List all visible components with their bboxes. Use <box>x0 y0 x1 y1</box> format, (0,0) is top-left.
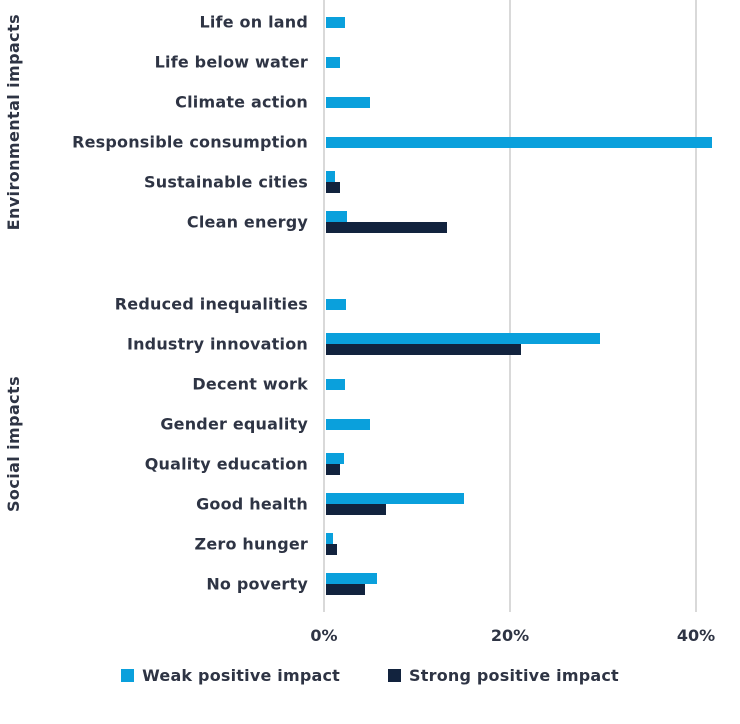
category-label: Quality education <box>144 454 308 474</box>
category-label: Gender equality <box>160 414 308 434</box>
bar-weak-positive <box>326 16 345 28</box>
chart-row-good-health: Good health <box>0 484 740 524</box>
bar-weak-positive <box>326 573 378 584</box>
bar-weak-positive <box>326 453 344 464</box>
x-axis-tick-label: 20% <box>490 626 530 645</box>
bar-weak-positive <box>326 171 336 182</box>
bar-strong-positive <box>326 504 387 515</box>
chart-row-industry-innovation: Industry innovation <box>0 324 740 364</box>
bar-strong-positive <box>326 344 522 355</box>
category-label: Reduced inequalities <box>114 294 308 314</box>
x-axis: 0% 20% 40% <box>0 626 740 652</box>
category-label: Responsible consumption <box>72 132 308 152</box>
gridline-40pct <box>695 0 697 612</box>
x-axis-tick-label: 40% <box>676 626 716 645</box>
chart-row-life-below-water: Life below water <box>0 42 740 82</box>
bar-strong-positive <box>326 464 340 475</box>
category-label: Good health <box>196 494 308 514</box>
chart-row-clean-energy: Clean energy <box>0 202 740 242</box>
legend-item-strong: Strong positive impact <box>388 666 619 685</box>
chart-row-zero-hunger: Zero hunger <box>0 524 740 564</box>
legend-label: Weak positive impact <box>142 666 341 685</box>
legend-label: Strong positive impact <box>409 666 619 685</box>
chart-row-reduced-inequalities: Reduced inequalities <box>0 284 740 324</box>
legend-swatch-weak <box>121 669 135 682</box>
group-environmental-impacts: Environmental impacts Life on land Life be… <box>0 2 740 242</box>
chart-row-climate-action: Climate action <box>0 82 740 122</box>
chart-row-no-poverty: No poverty <box>0 564 740 604</box>
legend: Weak positive impact Strong positive impa… <box>0 666 740 685</box>
category-label: Life below water <box>154 52 308 72</box>
gridline-20pct <box>509 0 511 612</box>
bar-strong-positive <box>326 544 338 555</box>
bar-weak-positive <box>326 211 348 222</box>
bar-weak-positive <box>326 56 340 68</box>
chart-row-gender-equality: Gender equality <box>0 404 740 444</box>
bar-weak-positive <box>326 96 370 108</box>
chart-row-decent-work: Decent work <box>0 364 740 404</box>
legend-swatch-strong <box>388 669 402 682</box>
bar-weak-positive <box>326 136 712 148</box>
chart-row-quality-education: Quality education <box>0 444 740 484</box>
x-axis-tick-label: 0% <box>310 626 338 645</box>
category-label: Decent work <box>192 374 308 394</box>
bar-weak-positive <box>326 533 333 544</box>
chart-row-responsible-consumption: Responsible consumption <box>0 122 740 162</box>
chart-row-life-on-land: Life on land <box>0 2 740 42</box>
bar-strong-positive <box>326 182 340 193</box>
chart-row-sustainable-cities: Sustainable cities <box>0 162 740 202</box>
category-groups: Environmental impacts Life on land Life be… <box>0 2 740 604</box>
bar-strong-positive <box>326 584 366 595</box>
group-social-impacts: Social impacts Reduced inequalities Indust… <box>0 284 740 604</box>
category-label: Life on land <box>199 12 308 32</box>
category-label: Zero hunger <box>194 534 308 554</box>
category-label: Sustainable cities <box>144 172 308 192</box>
category-label: Industry innovation <box>126 334 308 354</box>
category-label: No poverty <box>206 574 308 594</box>
bar-weak-positive <box>326 378 345 390</box>
bar-weak-positive <box>326 418 370 430</box>
gridline-0pct <box>323 0 325 612</box>
bar-weak-positive <box>326 493 464 504</box>
bar-strong-positive <box>326 222 447 233</box>
legend-item-weak: Weak positive impact <box>121 666 340 685</box>
bar-weak-positive <box>326 333 601 344</box>
category-label: Clean energy <box>186 212 308 232</box>
category-label: Climate action <box>175 92 308 112</box>
bar-weak-positive <box>326 298 347 310</box>
